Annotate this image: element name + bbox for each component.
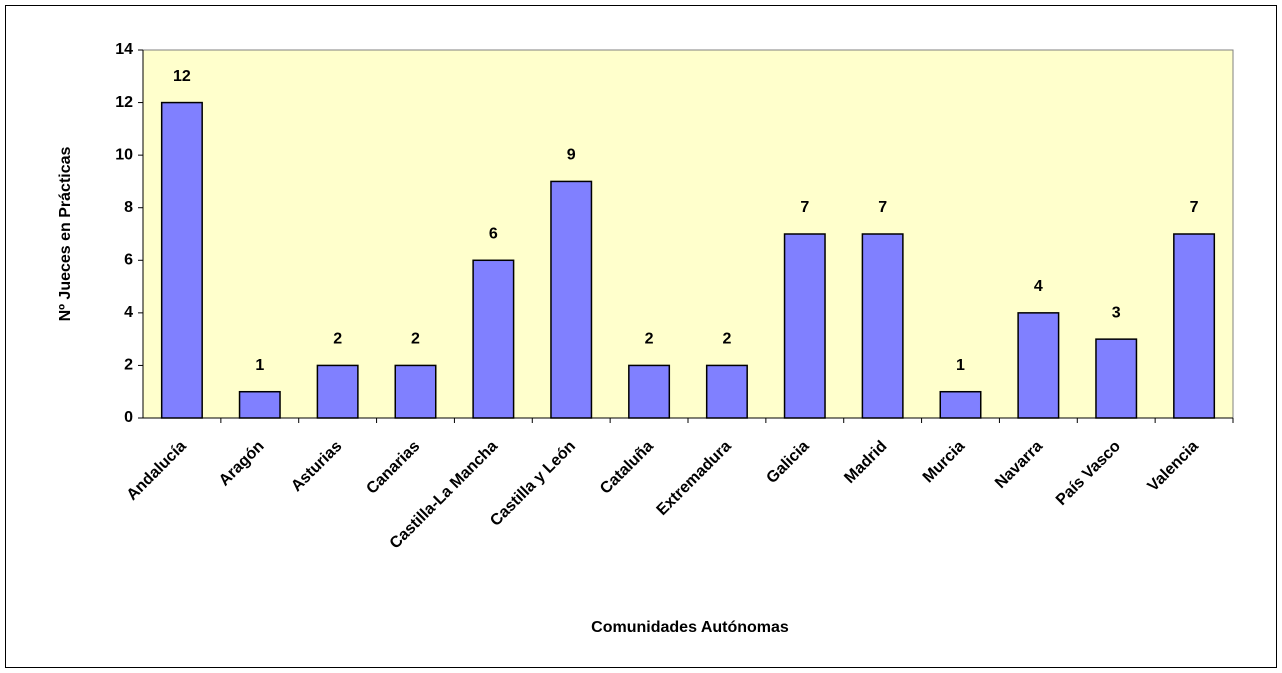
bar	[238, 390, 281, 419]
data-label: 2	[333, 331, 342, 348]
bar	[705, 364, 748, 419]
data-label: 7	[800, 199, 809, 216]
bar	[939, 390, 982, 419]
y-axis-label: Nº Jueces en Prácticas	[57, 146, 74, 321]
plot-area	[142, 49, 1234, 419]
data-label: 6	[489, 226, 498, 243]
bar	[394, 364, 437, 419]
bar	[472, 259, 515, 419]
data-label: 7	[1190, 199, 1199, 216]
data-label: 12	[173, 68, 191, 85]
bar	[550, 180, 593, 419]
y-tick-label: 2	[124, 357, 133, 374]
y-tick-label: 4	[124, 304, 133, 321]
bar	[160, 101, 203, 419]
data-label: 2	[645, 331, 654, 348]
bar	[783, 233, 826, 419]
x-axis-label: Comunidades Autónomas	[591, 619, 789, 636]
data-label: 4	[1034, 278, 1043, 295]
y-tick-label: 8	[124, 199, 133, 216]
y-tick-label: 12	[115, 94, 133, 111]
y-tick-label: 10	[115, 146, 133, 163]
data-label: 3	[1112, 304, 1121, 321]
bar	[861, 233, 904, 419]
bar	[628, 364, 671, 419]
y-tick-label: 6	[124, 252, 133, 269]
data-label: 2	[411, 331, 420, 348]
data-label: 2	[722, 331, 731, 348]
data-label: 7	[878, 199, 887, 216]
y-tick-label: 14	[115, 41, 133, 58]
bar	[1095, 338, 1138, 419]
data-label: 1	[255, 357, 264, 374]
bar	[1173, 233, 1216, 419]
y-tick-label: 0	[124, 409, 133, 426]
data-label: 1	[956, 357, 965, 374]
bar	[1017, 312, 1060, 419]
data-label: 9	[567, 147, 576, 164]
bar	[316, 364, 359, 419]
